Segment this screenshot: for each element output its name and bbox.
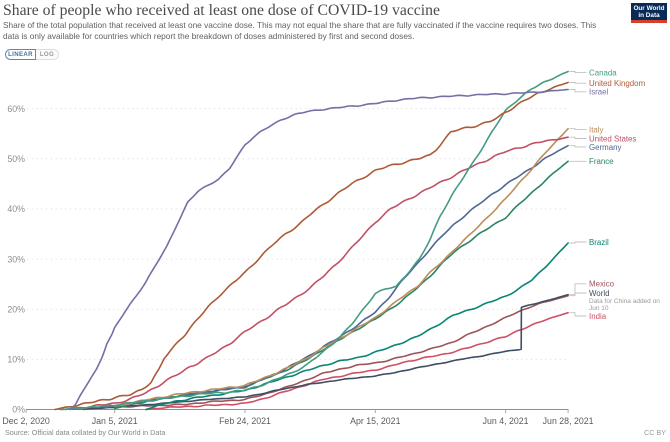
svg-text:Brazil: Brazil [589, 238, 609, 247]
svg-text:United States: United States [589, 134, 636, 143]
svg-text:France: France [589, 157, 614, 166]
svg-text:Jun 10: Jun 10 [589, 305, 609, 312]
svg-text:Germany: Germany [589, 143, 622, 152]
svg-text:Apr 15, 2021: Apr 15, 2021 [350, 416, 400, 426]
svg-text:10%: 10% [7, 355, 25, 365]
svg-text:0%: 0% [12, 405, 25, 415]
svg-text:Data for China added on: Data for China added on [589, 298, 660, 305]
svg-text:Mexico: Mexico [589, 280, 615, 289]
svg-text:Dec 2, 2020: Dec 2, 2020 [2, 416, 50, 426]
svg-text:30%: 30% [7, 254, 25, 264]
svg-text:Israel: Israel [589, 88, 609, 97]
svg-text:Jun 28, 2021: Jun 28, 2021 [543, 416, 594, 426]
svg-text:Italy: Italy [589, 126, 604, 135]
svg-text:Jan 5, 2021: Jan 5, 2021 [92, 416, 138, 426]
svg-text:Canada: Canada [589, 69, 617, 78]
svg-text:60%: 60% [7, 104, 25, 114]
svg-text:50%: 50% [7, 154, 25, 164]
svg-text:40%: 40% [7, 204, 25, 214]
svg-text:Feb 24, 2021: Feb 24, 2021 [219, 416, 271, 426]
svg-text:India: India [589, 312, 607, 321]
svg-text:Jun 4, 2021: Jun 4, 2021 [483, 416, 529, 426]
svg-text:World: World [589, 289, 609, 298]
svg-text:20%: 20% [7, 304, 25, 314]
svg-text:United Kingdom: United Kingdom [589, 79, 646, 88]
